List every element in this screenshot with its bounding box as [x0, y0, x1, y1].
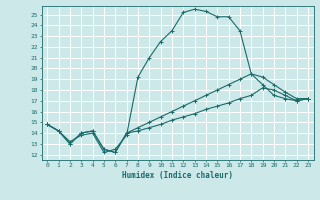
X-axis label: Humidex (Indice chaleur): Humidex (Indice chaleur) — [122, 171, 233, 180]
